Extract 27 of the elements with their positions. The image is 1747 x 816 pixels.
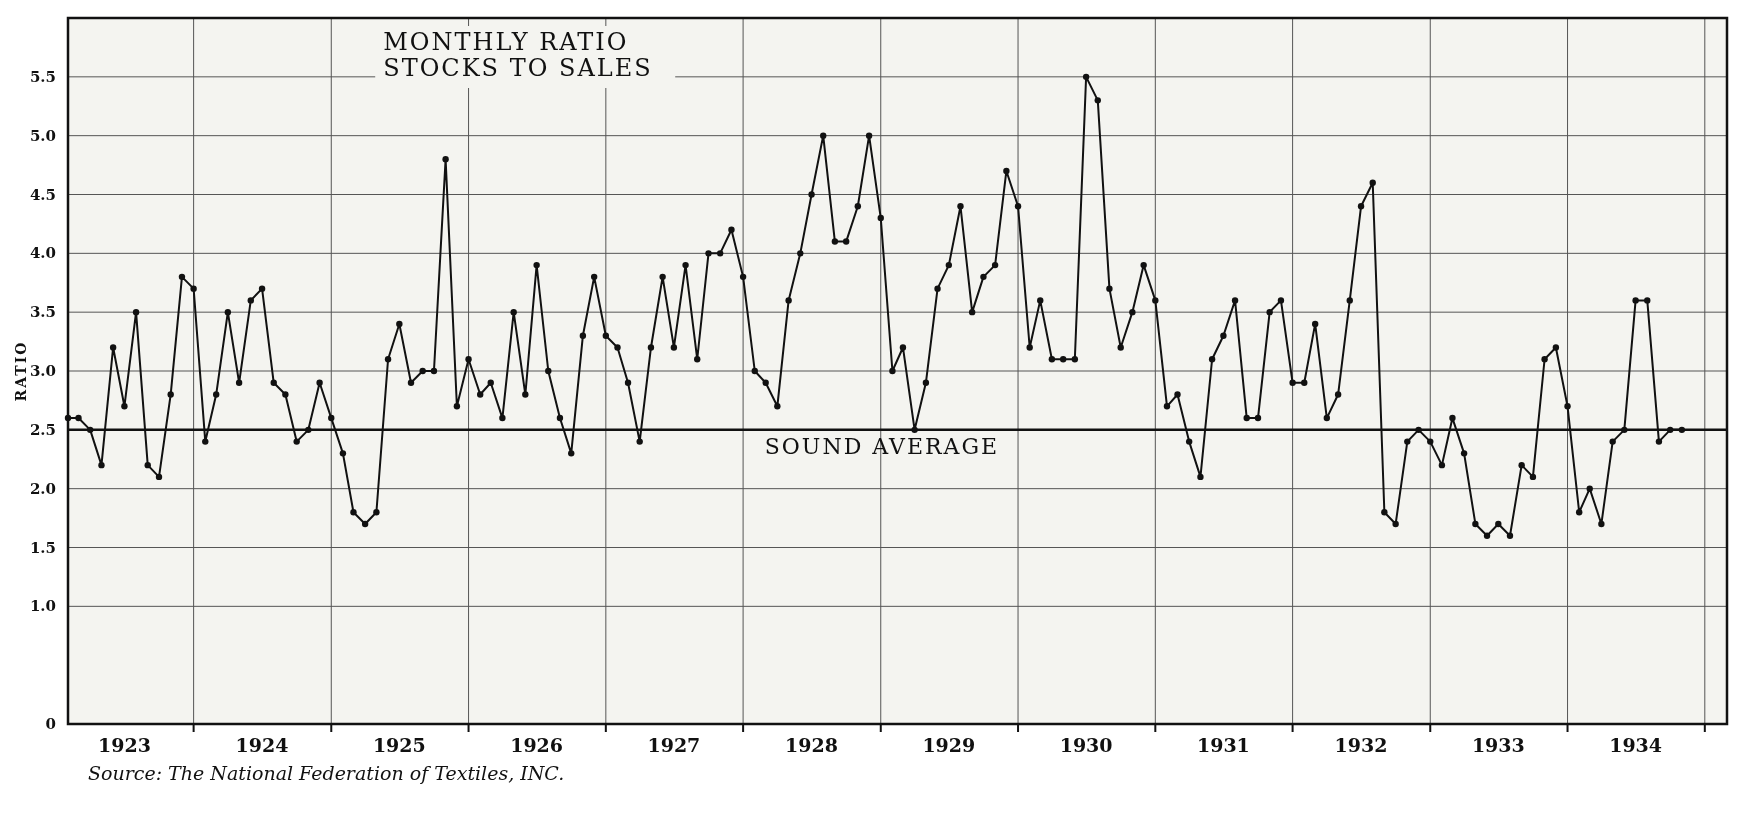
x-tick-label: 1928 — [785, 734, 839, 756]
y-tick-label: 3.0 — [29, 362, 56, 380]
x-tick-label: 1934 — [1609, 734, 1663, 756]
source-note: Source: The National Federation of Textiles, INC. — [88, 762, 565, 784]
x-tick-label: 1933 — [1471, 734, 1525, 756]
y-tick-label: 4.0 — [29, 244, 56, 263]
y-tick-label: 3.5 — [29, 303, 56, 322]
y-tick-label: 1.5 — [29, 538, 56, 557]
x-tick-label: 1923 — [97, 734, 151, 756]
x-tick-label: 1931 — [1196, 734, 1250, 756]
y-tick-label: 2.0 — [29, 479, 56, 498]
x-tick-label: 1925 — [372, 734, 426, 756]
x-tick-label: 1932 — [1334, 734, 1388, 756]
y-tick-label: 2.5 — [29, 420, 56, 439]
ref-line-label: SOUND AVERAGE — [764, 433, 1000, 459]
y-tick-label: 0 — [45, 715, 56, 733]
y-tick-label: 5.5 — [29, 67, 56, 86]
y-tick-label: 1.0 — [29, 597, 56, 616]
x-tick-label: 1924 — [235, 734, 289, 756]
x-tick-label: 1926 — [510, 734, 564, 756]
x-tick-label: 1929 — [922, 734, 976, 756]
y-tick-label: 4.5 — [29, 185, 56, 204]
x-tick-label: 1930 — [1059, 734, 1113, 756]
text: MONTHLY RATIO STOCKS TO SALES — [383, 28, 653, 82]
x-tick-label: 1927 — [647, 734, 701, 756]
y-axis-title: RATIO — [13, 340, 29, 402]
y-tick-label: 5.0 — [29, 126, 56, 145]
